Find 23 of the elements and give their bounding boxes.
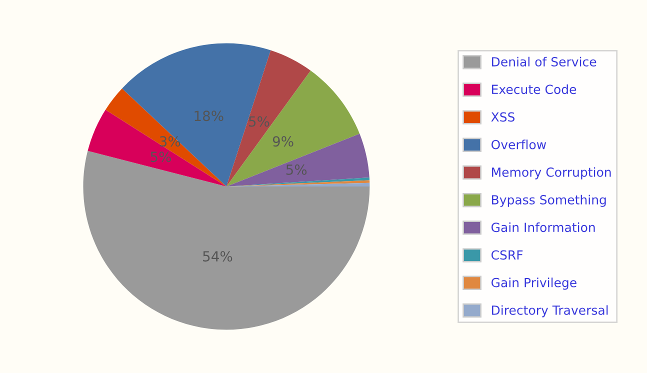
data-label: 5%: [286, 164, 307, 175]
legend-label: Gain Privilege: [491, 278, 576, 290]
data-label: 18%: [194, 110, 224, 122]
legend-label: XSS: [491, 112, 515, 122]
legend-label: Directory Traversal: [492, 305, 608, 318]
pie-slice: [88, 110, 226, 186]
pie-slice: [83, 150, 370, 330]
pie-slice: [226, 50, 311, 186]
data-label: 5%: [150, 152, 171, 162]
legend-label: Overflow: [491, 140, 546, 150]
pie-slice: [226, 134, 370, 186]
legend-label: CSRF: [491, 250, 523, 260]
pie-slice: [122, 43, 271, 186]
legend-label: Bypass Something: [492, 194, 606, 207]
legend-label: Gain Information: [491, 222, 595, 232]
data-label: 54%: [203, 251, 232, 262]
legend-label: Memory Corruption: [492, 167, 611, 180]
legend-label: Denial of Service: [492, 56, 596, 66]
data-label: 9%: [272, 136, 294, 147]
data-label: 5%: [249, 116, 270, 127]
pie-slice: [106, 88, 226, 186]
pie-slice: [226, 70, 360, 186]
legend-label: Execute Code: [492, 84, 576, 94]
